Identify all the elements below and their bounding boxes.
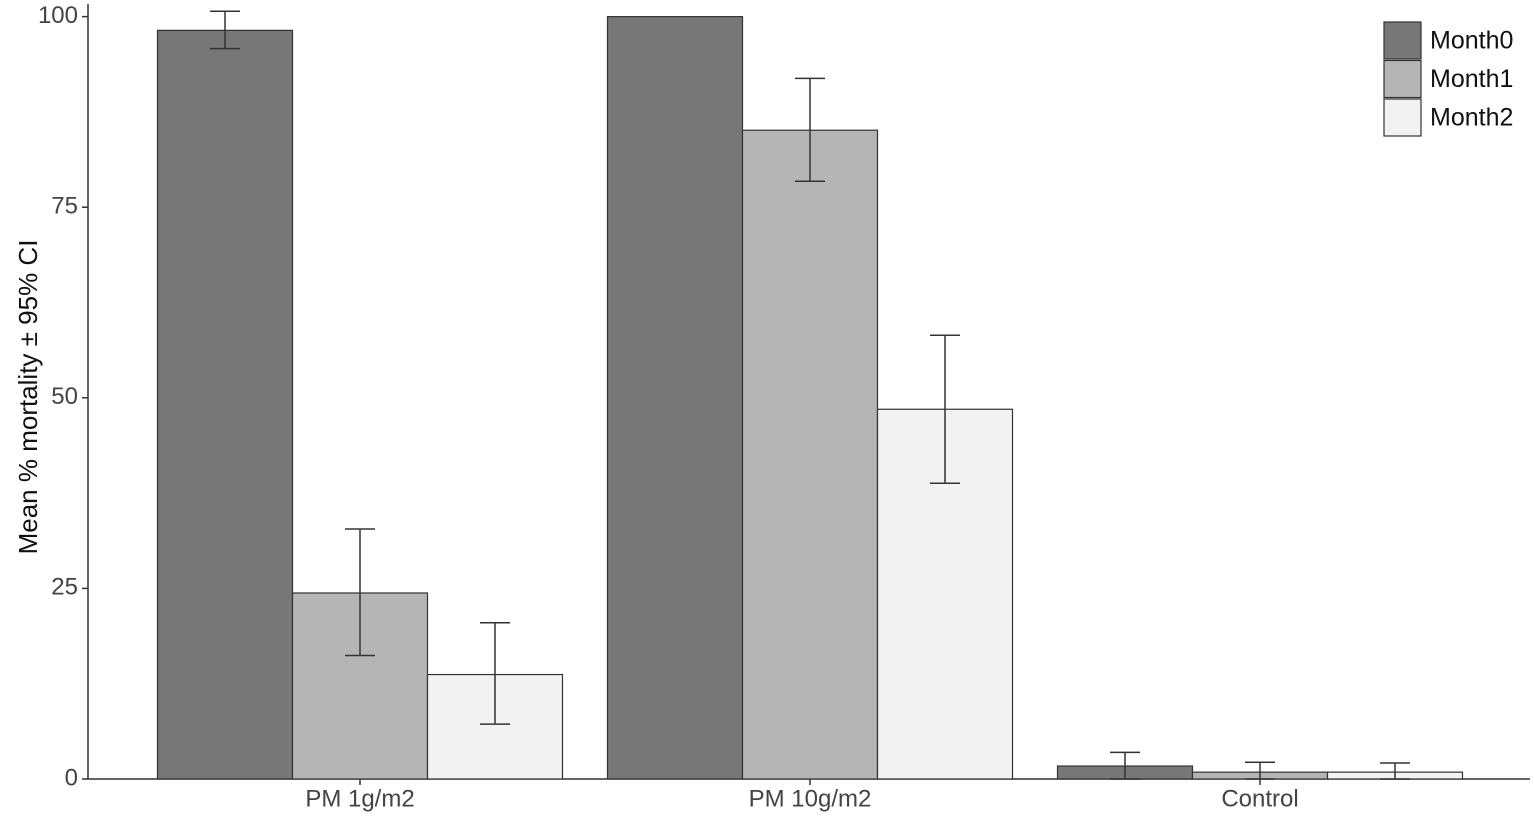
y-tick-label: 50 — [51, 383, 78, 410]
y-tick-label: 25 — [51, 574, 78, 601]
y-tick-label: 0 — [65, 764, 78, 791]
x-tick-label: Control — [1221, 785, 1298, 812]
legend-swatch — [1383, 59, 1422, 99]
legend-label: Month2 — [1430, 104, 1513, 132]
x-tick-label: PM 10g/m2 — [749, 785, 872, 812]
y-tick-label: 100 — [38, 2, 78, 29]
legend-swatch — [1383, 21, 1422, 60]
bar — [741, 129, 879, 780]
y-axis-label: Mean % mortality ± 95% CI — [13, 240, 43, 555]
y-tick-label: 75 — [51, 193, 78, 220]
legend-label: Month0 — [1430, 27, 1513, 55]
legend-label: Month1 — [1430, 65, 1513, 93]
bar — [156, 29, 294, 780]
x-tick-label: PM 1g/m2 — [305, 785, 414, 812]
bar — [606, 16, 744, 780]
legend-swatch — [1383, 98, 1422, 137]
